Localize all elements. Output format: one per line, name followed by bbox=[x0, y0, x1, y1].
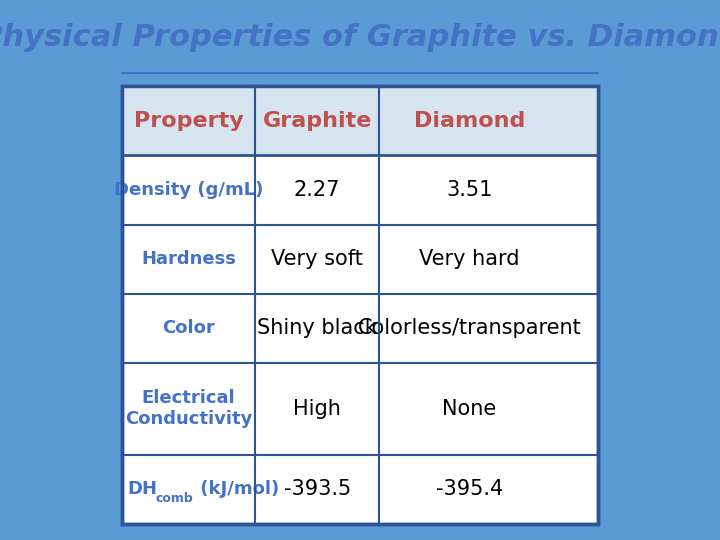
Text: None: None bbox=[442, 399, 497, 418]
Text: Diamond: Diamond bbox=[414, 111, 525, 131]
Text: Color: Color bbox=[162, 319, 215, 337]
Text: DH: DH bbox=[127, 480, 157, 498]
Text: Density (g/mL): Density (g/mL) bbox=[114, 181, 264, 199]
Text: Shiny black: Shiny black bbox=[257, 318, 377, 338]
Text: Physical Properties of Graphite vs. Diamond: Physical Properties of Graphite vs. Diam… bbox=[0, 23, 720, 52]
FancyBboxPatch shape bbox=[122, 86, 598, 524]
Text: Very hard: Very hard bbox=[419, 249, 520, 269]
Text: Property: Property bbox=[134, 111, 243, 131]
Text: Hardness: Hardness bbox=[141, 250, 236, 268]
Text: Electrical
Conductivity: Electrical Conductivity bbox=[125, 389, 252, 428]
Text: comb: comb bbox=[156, 492, 194, 505]
Text: -393.5: -393.5 bbox=[284, 480, 351, 500]
FancyBboxPatch shape bbox=[122, 86, 598, 156]
Text: Colorless/transparent: Colorless/transparent bbox=[358, 318, 581, 338]
Text: Very soft: Very soft bbox=[271, 249, 363, 269]
Text: (kJ/mol): (kJ/mol) bbox=[194, 480, 279, 498]
Text: 2.27: 2.27 bbox=[294, 180, 341, 200]
Text: 3.51: 3.51 bbox=[446, 180, 492, 200]
Text: High: High bbox=[293, 399, 341, 418]
Text: -395.4: -395.4 bbox=[436, 480, 503, 500]
Text: Graphite: Graphite bbox=[263, 111, 372, 131]
